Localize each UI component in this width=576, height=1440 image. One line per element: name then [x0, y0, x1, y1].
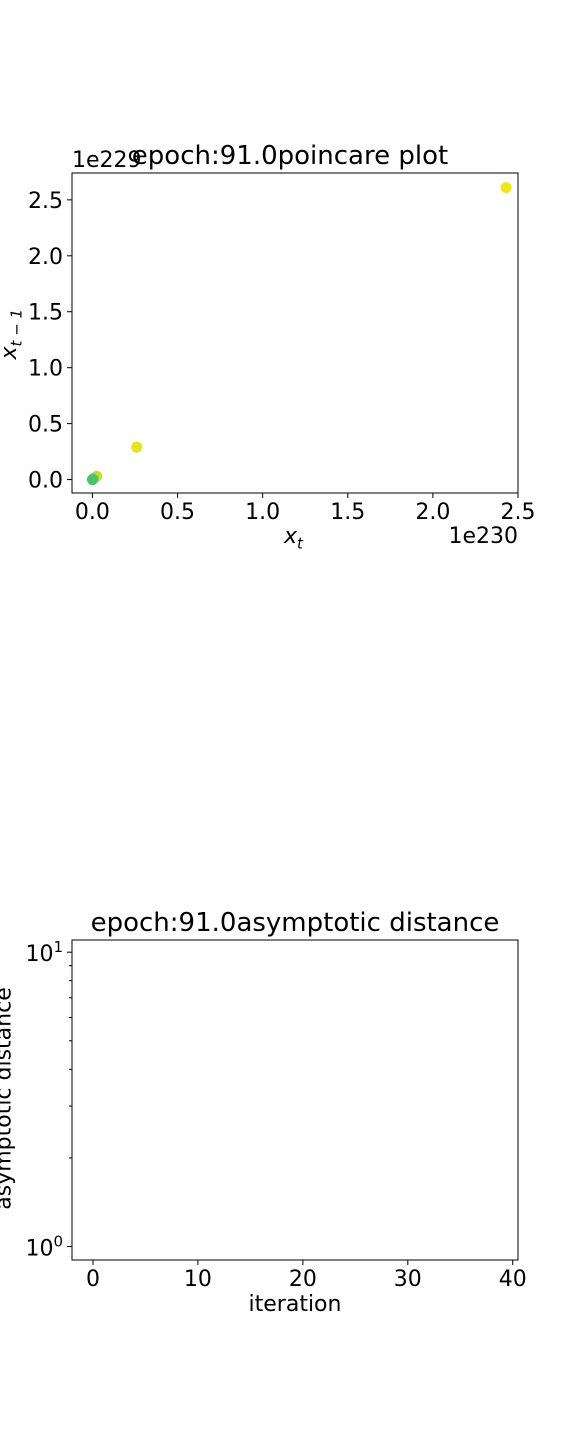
chart1-x-offset-text: 1e230: [448, 524, 518, 549]
x-tick-label: 10: [184, 1267, 212, 1292]
y-tick-label: 0.5: [28, 413, 63, 438]
x-tick-label: 1.5: [330, 500, 365, 525]
y-tick-label: 1.5: [28, 301, 63, 326]
x-tick-label: 40: [499, 1267, 527, 1292]
chart2-x-axis-label: iteration: [248, 1292, 342, 1317]
x-tick-label: 0: [86, 1267, 100, 1292]
asymptotic-distance-chart: 0 10 20 30 40 100 101: [25, 938, 527, 1292]
x-tick-label: 0.5: [160, 500, 195, 525]
x-tick-label: 2.5: [501, 500, 536, 525]
plot-frame: [71, 939, 519, 1261]
y-tick-label: 2.5: [28, 189, 63, 214]
plot-frame: [71, 172, 519, 494]
chart1-title: epoch:91.0poincare plot: [131, 141, 449, 171]
x-tick-label: 30: [394, 1267, 422, 1292]
chart1-y-offset-text: 1e229: [72, 148, 142, 173]
scatter-point: [86, 474, 98, 486]
y-tick-label: 2.0: [28, 245, 63, 270]
y-tick-label: 1.0: [28, 357, 63, 382]
chart1-x-axis-label: xt: [284, 524, 303, 553]
x-tick-label: 20: [289, 1267, 317, 1292]
x-tick-label: 1.0: [245, 500, 280, 525]
scatter-point: [131, 441, 143, 453]
poincare-chart: 0.0 0.5 1.0 1.5 2.0 2.5 0.0 0.5 1.0 1.5 2.0 2.5: [28, 172, 536, 525]
y-tick-label: 100: [25, 1233, 63, 1262]
y-tick-label: 101: [25, 938, 63, 967]
chart2-title: epoch:91.0asymptotic distance: [90, 908, 500, 938]
scatter-point: [500, 182, 512, 194]
y-tick-label: 0.0: [28, 469, 63, 494]
x-tick-label: 0.0: [75, 500, 110, 525]
x-tick-label: 2.0: [415, 500, 450, 525]
